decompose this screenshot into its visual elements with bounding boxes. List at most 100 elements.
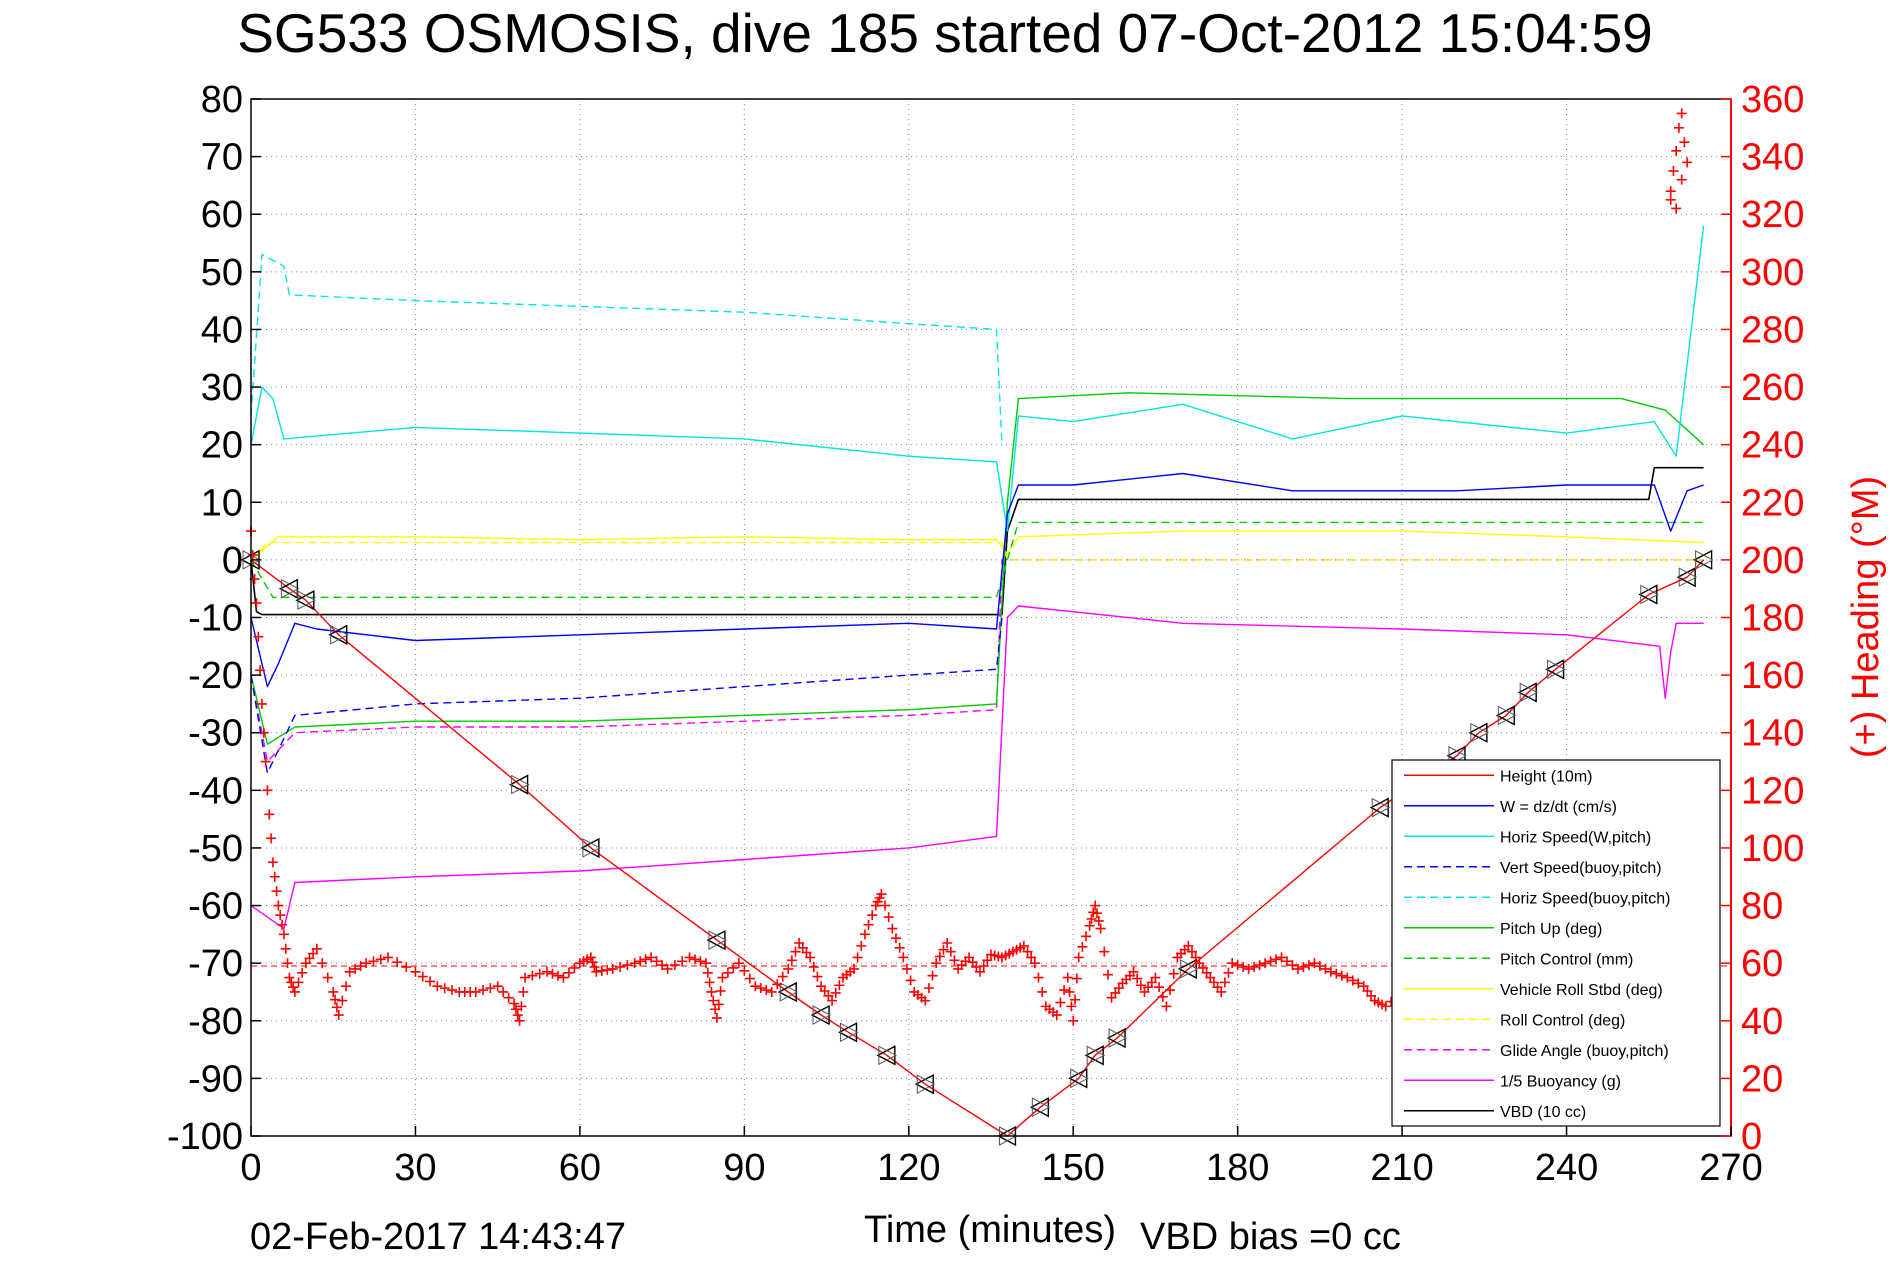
left-tick-label: 20 <box>201 425 243 467</box>
heading-marker <box>527 970 538 981</box>
heading-marker <box>256 698 267 709</box>
heading-marker <box>1055 997 1066 1008</box>
heading-marker <box>1292 963 1303 974</box>
left-axis: 80 70 60 50 40 30 20 10 0 -10 -20 -30 -40 -50 -60 -70 -8… <box>167 79 261 1158</box>
left-tick-label: -60 <box>188 886 243 928</box>
heading-marker <box>563 967 574 978</box>
heading-marker <box>635 956 646 967</box>
right-tick-label: 260 <box>1741 367 1804 409</box>
heading-marker <box>585 952 596 963</box>
heading-marker <box>646 952 657 963</box>
heading-marker <box>755 983 766 994</box>
heading-marker <box>1051 1010 1062 1021</box>
right-tick-label: 300 <box>1741 252 1804 294</box>
depth-marker-alt <box>1371 797 1391 818</box>
heading-marker <box>805 952 816 963</box>
heading-marker <box>1165 985 1176 996</box>
heading-marker <box>1227 958 1238 969</box>
heading-marker <box>1186 946 1197 957</box>
heading-marker <box>542 966 552 977</box>
heading-marker <box>1026 952 1037 963</box>
heading-marker <box>812 971 823 982</box>
bottom-tick-label: 210 <box>1370 1147 1433 1189</box>
heading-marker <box>938 944 949 955</box>
heading-marker <box>591 966 602 977</box>
heading-marker <box>337 995 348 1006</box>
heading-marker <box>341 981 352 992</box>
depth-marker-alt <box>1179 959 1199 979</box>
heading-marker <box>1059 985 1070 996</box>
heading-marker <box>288 982 299 993</box>
heading-marker <box>808 962 819 973</box>
heading-marker <box>1238 962 1249 973</box>
heading-marker <box>859 929 870 940</box>
series-line-1-5-buoyancy-g <box>250 605 1704 930</box>
left-tick-label: -100 <box>167 1116 243 1158</box>
heading-marker <box>848 963 859 974</box>
chart-title: SG533 OSMOSIS, dive 185 started 07-Oct-2… <box>237 2 1653 64</box>
heading-marker <box>280 943 291 954</box>
heading-marker <box>880 900 891 911</box>
heading-marker <box>1309 958 1320 969</box>
heading-marker <box>898 952 909 963</box>
heading-marker <box>1128 966 1139 977</box>
heading-marker <box>1066 1001 1077 1012</box>
right-tick-label: 140 <box>1741 713 1804 755</box>
heading-marker <box>733 958 744 969</box>
heading-marker <box>247 550 258 561</box>
heading-marker <box>275 910 286 921</box>
heading-marker <box>923 983 934 994</box>
legend-label: Vert Speed(buoy,pitch) <box>1500 860 1662 877</box>
left-tick-label: -50 <box>188 828 243 870</box>
heading-marker <box>927 970 938 981</box>
legend-label: Vehicle Roll Stbd (deg) <box>1500 982 1663 999</box>
heading-markers <box>246 108 1693 1026</box>
heading-marker <box>1260 958 1271 969</box>
right-tick-label: 80 <box>1741 886 1783 928</box>
left-tick-label: -40 <box>188 770 243 812</box>
depth-marker-alt <box>1640 584 1659 605</box>
heading-marker <box>669 960 680 971</box>
right-tick-label: 240 <box>1741 425 1804 467</box>
heading-marker <box>629 958 640 969</box>
heading-marker <box>1190 952 1201 963</box>
heading-marker <box>383 952 394 963</box>
series-line-horiz-speed-w-pitch <box>250 225 1705 532</box>
depth-marker-alt <box>1070 1068 1089 1089</box>
heading-marker <box>1353 978 1364 989</box>
x-axis-label: Time (minutes) <box>864 1209 1116 1251</box>
heading-marker <box>1095 923 1106 934</box>
heading-marker <box>852 952 863 963</box>
heading-marker <box>772 979 783 990</box>
heading-marker <box>492 981 503 992</box>
left-tick-label: 50 <box>201 252 243 294</box>
heading-marker <box>901 963 912 974</box>
heading-marker <box>552 970 563 981</box>
heading-marker <box>317 958 328 969</box>
heading-marker <box>894 942 905 953</box>
heading-marker <box>1132 973 1143 984</box>
heading-marker <box>262 785 273 796</box>
heading-marker <box>1018 940 1029 951</box>
right-tick-label: 360 <box>1741 79 1804 121</box>
depth-marker-alt <box>916 1074 936 1094</box>
depth-marker-alt <box>330 624 349 645</box>
heading-marker <box>1064 986 1075 997</box>
bottom-tick-label: 150 <box>1042 1147 1105 1189</box>
right-tick-label: 340 <box>1741 137 1804 179</box>
series-layer <box>250 225 1731 1137</box>
heading-marker <box>695 956 706 967</box>
heading-marker <box>739 965 750 976</box>
heading-marker <box>589 962 600 973</box>
heading-marker <box>1682 157 1693 168</box>
heading-marker <box>662 963 673 974</box>
heading-marker <box>887 923 898 934</box>
heading-marker <box>867 910 878 921</box>
heading-marker <box>1298 962 1309 973</box>
heading-marker <box>344 966 355 977</box>
heading-marker <box>509 998 520 1009</box>
heading-marker <box>277 919 288 930</box>
heading-marker <box>766 986 777 997</box>
depth-marker-alt <box>582 838 601 858</box>
heading-marker <box>253 631 264 642</box>
